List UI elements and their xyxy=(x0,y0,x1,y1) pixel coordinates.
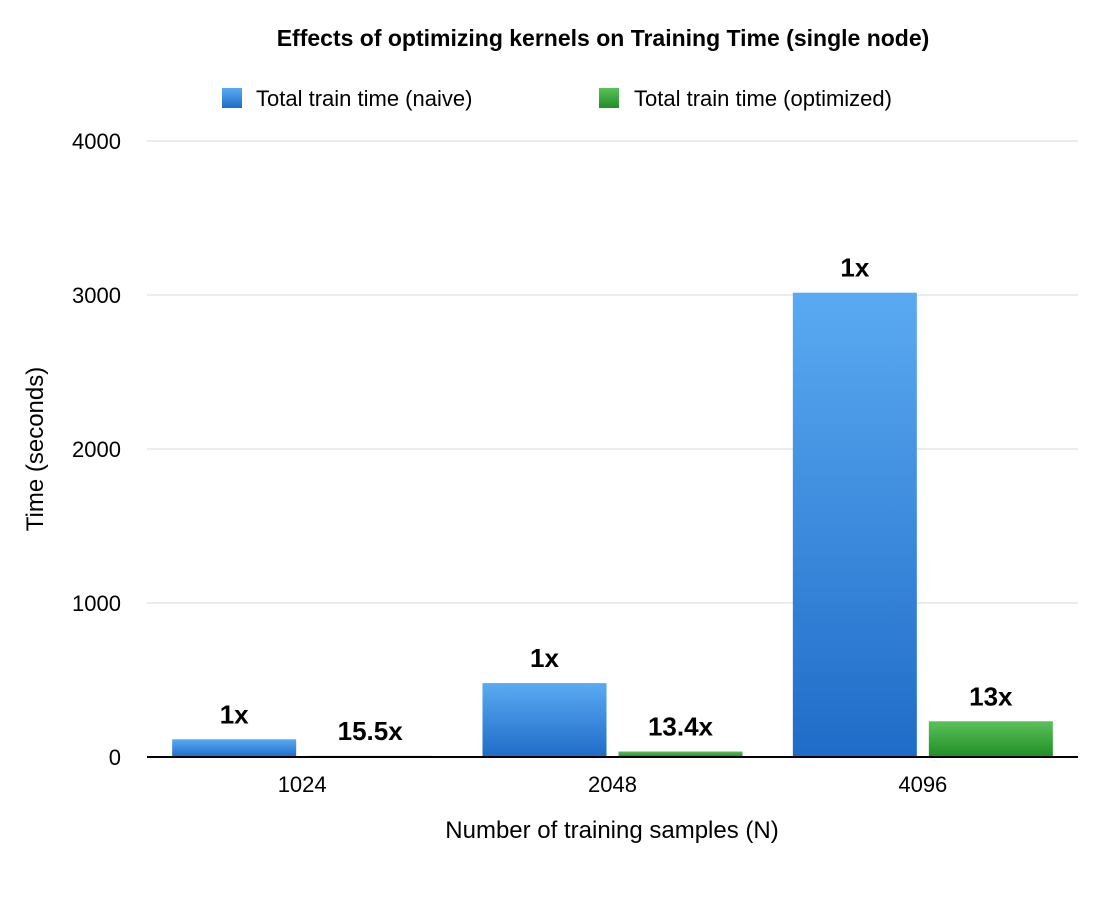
bar-series0-2048 xyxy=(482,683,607,757)
y-axis-label: Time (seconds) xyxy=(22,367,49,531)
y-axis-ticks: 0 1000 2000 3000 4000 xyxy=(72,129,121,770)
y-tick-label: 1000 xyxy=(72,591,121,616)
bar-series1-2048 xyxy=(618,751,743,757)
x-axis-ticks: 1024 2048 4096 xyxy=(278,772,948,797)
legend-label-naive: Total train time (naive) xyxy=(256,86,472,111)
y-tick-label: 3000 xyxy=(72,283,121,308)
data-label-series1-4096: 13x xyxy=(969,681,1013,711)
x-tick-label: 4096 xyxy=(898,772,947,797)
bar-series0-4096 xyxy=(792,292,917,757)
bar-series0-1024 xyxy=(172,739,297,757)
x-tick-label: 2048 xyxy=(588,772,637,797)
x-axis-label: Number of training samples (N) xyxy=(445,817,778,844)
bar-series1-4096 xyxy=(928,721,1053,757)
data-label-series0-4096: 1x xyxy=(840,253,869,283)
chart-title: Effects of optimizing kernels on Trainin… xyxy=(277,25,930,51)
bars xyxy=(172,292,1053,757)
legend-label-optimized: Total train time (optimized) xyxy=(634,86,892,111)
y-tick-label: 2000 xyxy=(72,437,121,462)
data-label-series0-1024: 1x xyxy=(220,699,249,729)
legend: Total train time (naive) Total train tim… xyxy=(222,86,892,111)
data-label-series0-2048: 1x xyxy=(530,643,559,673)
legend-swatch-naive xyxy=(222,88,242,108)
y-tick-label: 0 xyxy=(109,745,121,770)
data-labels: 1x 15.5x 1x 13.4x 1x 13x xyxy=(220,253,1013,746)
gridlines xyxy=(147,140,1078,604)
data-label-series1-1024: 15.5x xyxy=(338,716,404,746)
y-tick-label: 4000 xyxy=(72,129,121,154)
x-tick-label: 1024 xyxy=(278,772,327,797)
data-label-series1-2048: 13.4x xyxy=(648,711,714,741)
legend-swatch-optimized xyxy=(599,88,619,108)
